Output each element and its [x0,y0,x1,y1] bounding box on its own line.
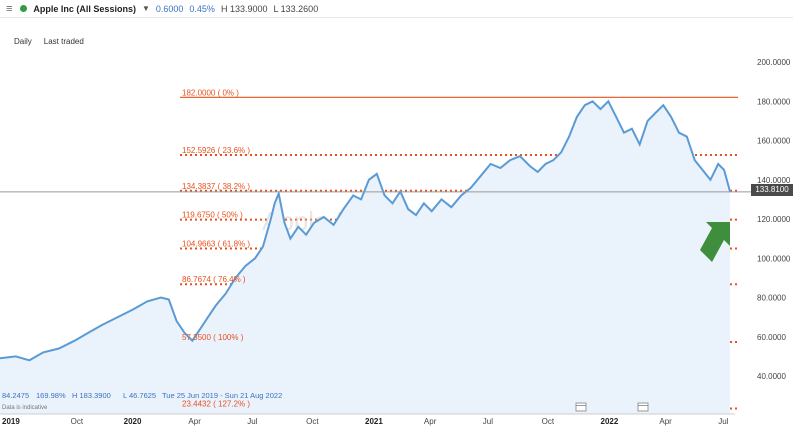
status-dot-icon [20,5,28,12]
x-tick-label: Oct [71,417,84,426]
low-value: L 133.2600 [273,3,319,14]
fib-level-label: 86.7674 ( 76.4% ) [182,275,246,284]
y-tick-label: 160.0000 [757,137,791,146]
price-change: 0.6000 [155,3,184,14]
fibonacci-labels: 182.0000 ( 0% ) 152.5926 ( 23.6% ) 134.383… [182,88,250,408]
y-tick-label: 40.0000 [757,372,786,381]
y-axis: 40.0000 60.0000 80.0000 100.0000 120.0000 140… [757,58,791,381]
fib-level-label: 23.4432 ( 127.2% ) [182,399,250,408]
chevron-down-icon[interactable]: ▼ [141,4,150,13]
x-tick-label: Apr [188,417,201,426]
y-tick-label: 180.0000 [757,97,791,106]
x-tick-label: Apr [424,417,437,426]
x-tick-label: 2022 [601,417,619,426]
x-tick-label: 2020 [124,417,142,426]
y-tick-label: 80.0000 [757,294,786,303]
x-tick-label: Oct [306,417,319,426]
x-tick-label: Jul [247,417,257,426]
y-tick-label: 140.0000 [757,176,791,185]
calendar-icon[interactable] [575,402,587,412]
x-axis: 2019 Oct 2020 Apr Jul Oct 2021 Apr Jul Oct 2022 Apr… [2,417,729,426]
info-overlay: 84.2475 169.98% H 183.3900 L 46.7625 Tue… [2,391,282,411]
y-tick-label: 60.0000 [757,333,786,342]
info-close: 84.2475 [2,391,29,400]
fib-level-label: 182.0000 ( 0% ) [182,88,239,97]
price-mode-button[interactable]: Last traded [43,37,84,46]
info-high: H 183.3900 [72,391,111,400]
info-low: L 46.7625 [123,391,156,400]
up-arrow-icon [700,222,730,262]
fib-level-label: 134.3837 ( 38.2% ) [182,182,250,191]
x-tick-label: Jul [718,417,728,426]
chart-toolbar: Daily Last traded [14,37,84,46]
y-tick-label: 100.0000 [757,254,791,263]
price-change-pct: 0.45% [189,3,215,14]
x-tick-label: 2021 [365,417,383,426]
y-tick-label: 120.0000 [757,215,791,224]
chart-header: ≡ Apple Inc (All Sessions) ▼ 0.6000 0.45… [0,0,793,18]
x-tick-label: 2019 [2,417,20,426]
price-area-fill [0,101,730,415]
x-tick-label: Oct [542,417,555,426]
high-value: H 133.9000 [220,3,268,14]
menu-icon[interactable]: ≡ [6,2,13,15]
fib-level-label: 104.9663 ( 61.8% ) [182,240,250,249]
fib-level-label: 57.3500 ( 100% ) [182,333,244,342]
fib-level-label: 152.5926 ( 23.6% ) [182,146,250,155]
info-pct: 169.98% [36,391,66,400]
info-note: Data is indicative [2,405,48,411]
x-tick-label: Apr [659,417,672,426]
y-tick-label: 200.0000 [757,58,791,67]
timeframe-button[interactable]: Daily [14,37,32,46]
info-range: Tue 25 Jun 2019 - Sun 21 Aug 2022 [162,391,282,400]
symbol-name[interactable]: Apple Inc (All Sessions) [33,3,136,14]
current-price-tag: 133.8100 [751,184,793,196]
calendar-icon[interactable] [637,402,649,412]
x-tick-label: Jul [483,417,493,426]
price-line [0,99,731,362]
fib-level-label: 119.6750 ( 50% ) [182,211,243,220]
